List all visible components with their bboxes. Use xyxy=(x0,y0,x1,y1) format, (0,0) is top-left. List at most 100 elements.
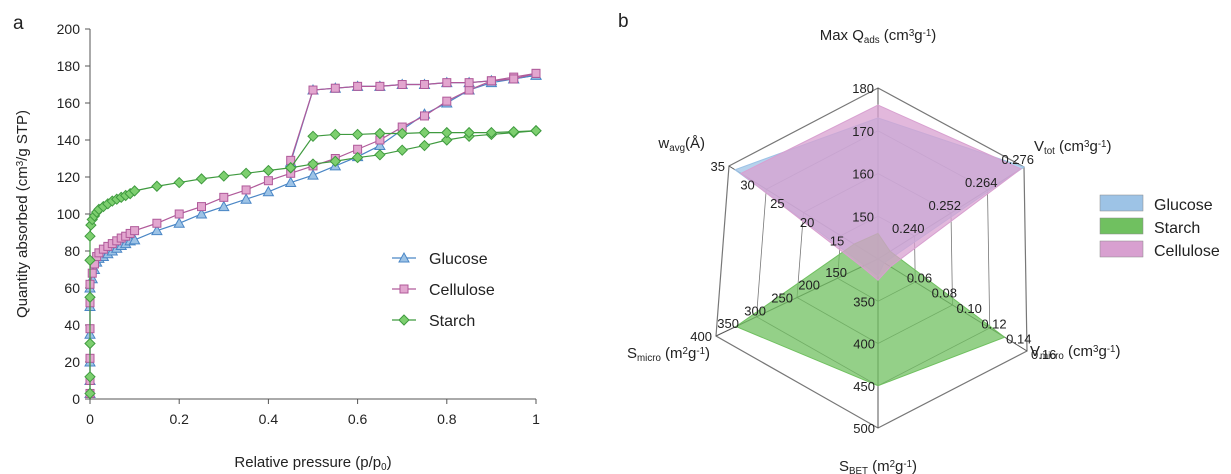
radar-axis-title-vtot: Vtot (cm3g-1) xyxy=(1034,138,1111,157)
radar-axis-title-vtot-part: g xyxy=(1089,138,1097,155)
y-tick-label: 20 xyxy=(64,354,80,370)
starch-adsorption-point xyxy=(396,144,408,156)
starch-desorption-point xyxy=(374,127,386,140)
radar-tick-vtot: 0.240 xyxy=(892,221,925,236)
glucose-adsorption-point xyxy=(217,200,230,212)
radar-series-cellulose xyxy=(739,104,1022,281)
radar-axis-title-qads-part: g xyxy=(914,27,922,44)
panel-label-b: b xyxy=(618,11,629,32)
legend-cellulose-marker xyxy=(399,284,409,294)
y-axis-title: Quantity absorbed (cm3/g STP) xyxy=(14,110,31,318)
radar-axis-title-wavg: wavg(Å) xyxy=(657,135,705,154)
starch-adsorption-point xyxy=(84,291,96,303)
radar-tick-smicro: 200 xyxy=(798,278,820,293)
cellulose-desorption-point xyxy=(509,74,519,84)
glucose-adsorption-point xyxy=(151,224,163,236)
radar-axis-title-vmicro-part: (cm xyxy=(1064,343,1093,360)
x-tick-label: 1 xyxy=(532,411,540,427)
starch-desorption-point xyxy=(351,128,364,141)
radar-legend-cellulose-label: Cellulose xyxy=(1154,243,1220,260)
radar-axis-title-qads-part: ) xyxy=(931,27,936,44)
y-tick-label: 0 xyxy=(72,391,80,407)
radar-tick-wavg: 15 xyxy=(830,233,844,248)
radar-axis-title-vmicro-part: 3 xyxy=(1093,344,1098,355)
y-tick-label: 140 xyxy=(57,132,81,148)
radar-tick-vmicro: 0.06 xyxy=(907,270,932,285)
radar-axis-title-sbet-part: BET xyxy=(849,466,868,474)
starch-adsorption-point xyxy=(84,230,96,242)
radar-tick-vmicro: 0.10 xyxy=(957,301,982,316)
glucose-adsorption-point xyxy=(307,169,319,180)
radar-axis-title-vtot-part: ) xyxy=(1106,138,1111,155)
y-axis-title-part: /g STP) xyxy=(14,110,31,161)
starch-adsorption-point xyxy=(418,139,431,152)
starch-desorption-point xyxy=(329,128,342,141)
starch-desorption-point xyxy=(507,125,520,138)
starch-adsorption-point xyxy=(262,164,275,177)
cellulose-adsorption-point xyxy=(87,268,97,278)
cellulose-desorption-point xyxy=(486,76,496,86)
x-tick-label: 0.4 xyxy=(259,411,279,427)
legend-starch-marker xyxy=(398,314,410,326)
starch-desorption-point xyxy=(441,126,453,139)
y-tick-label: 100 xyxy=(57,206,81,222)
starch-adsorption-point xyxy=(441,134,453,146)
radar-tick-sbet: 450 xyxy=(853,379,875,394)
starch-adsorption-point xyxy=(151,180,163,192)
radar-axis-title-vtot-part: (cm xyxy=(1055,138,1084,155)
cellulose-adsorption-point xyxy=(219,192,229,202)
radar-axis-title-qads-part: Max Q xyxy=(820,27,864,44)
radar-tick-vmicro: 0.12 xyxy=(981,316,1006,331)
radar-tick-qads: 170 xyxy=(852,124,874,139)
y-axis-title-part: 3 xyxy=(15,161,26,166)
cellulose-adsorption-point xyxy=(197,202,206,212)
panel-a-isotherm-chart: a 0 20 40 60 80 100 120 140 160 180 200 0 0.2 0.4 0.6 0.… xyxy=(13,13,542,473)
radar-axis-title-smicro-part: -1 xyxy=(696,346,705,357)
radar-legend-glucose-swatch xyxy=(1099,194,1144,212)
starch-adsorption-point xyxy=(84,387,96,400)
starch-adsorption-point xyxy=(240,167,252,180)
radar-tick-vmicro: 0.14 xyxy=(1006,332,1031,347)
radar-tick-smicro: 150 xyxy=(825,265,847,280)
radar-axis-title-sbet: SBET (m2g-1) xyxy=(839,458,917,474)
radar-tick-vmicro: 0.08 xyxy=(932,286,957,301)
cellulose-adsorption-point xyxy=(420,111,429,121)
x-axis-title-part: Relative pressure (p/p xyxy=(234,454,381,471)
radar-axis-title-qads-part: 3 xyxy=(909,28,914,39)
radar-axis-title-qads-part: ads xyxy=(864,35,880,46)
radar-axis-title-smicro-part: micro xyxy=(637,353,661,364)
radar-axis-title-vtot-part: 3 xyxy=(1084,139,1089,150)
radar-tick-smicro: 350 xyxy=(717,316,739,331)
radar-axis-title-smicro-part: 2 xyxy=(683,346,688,357)
radar-axis-title-vtot-part: V xyxy=(1034,138,1044,155)
radar-axis-title-wavg-part: w xyxy=(657,135,669,152)
cellulose-desorption-point xyxy=(464,78,474,88)
radar-tick-smicro: 400 xyxy=(690,329,712,344)
glucose-adsorption-point xyxy=(195,207,208,219)
legend-glucose-label: Glucose xyxy=(429,251,488,268)
starch-desorption-point xyxy=(530,125,542,137)
radar-legend-starch-swatch xyxy=(1099,217,1144,235)
starch-adsorption-point xyxy=(218,170,230,182)
radar-axis-title-vtot-part: -1 xyxy=(1098,139,1107,150)
x-tick-label: 0.2 xyxy=(169,411,189,427)
radar-tick-wavg: 35 xyxy=(711,159,725,174)
starch-desorption-point xyxy=(307,130,319,143)
radar-axis-title-vmicro: Vmicro (cm3g-1) xyxy=(1030,343,1120,362)
starch-desorption-point xyxy=(284,162,297,174)
series-starch xyxy=(84,125,542,400)
starch-adsorption-point xyxy=(374,149,386,161)
x-axis-title: Relative pressure (p/p0) xyxy=(234,454,391,473)
radar-tick-vtot: 0.264 xyxy=(965,175,998,190)
radar-tick-wavg: 25 xyxy=(770,196,784,211)
radar-axis-title-wavg-part: avg xyxy=(669,143,685,154)
radar-axis-title-sbet-part: 2 xyxy=(890,459,895,470)
starch-adsorption-point xyxy=(84,337,96,350)
starch-desorption-point xyxy=(485,126,498,139)
x-tick-label: 0 xyxy=(86,411,94,427)
starch-adsorption-point xyxy=(128,185,141,197)
starch-adsorption-point xyxy=(173,176,185,189)
radar-legend-starch-label: Starch xyxy=(1154,220,1200,237)
radar-tick-qads: 160 xyxy=(852,167,874,182)
